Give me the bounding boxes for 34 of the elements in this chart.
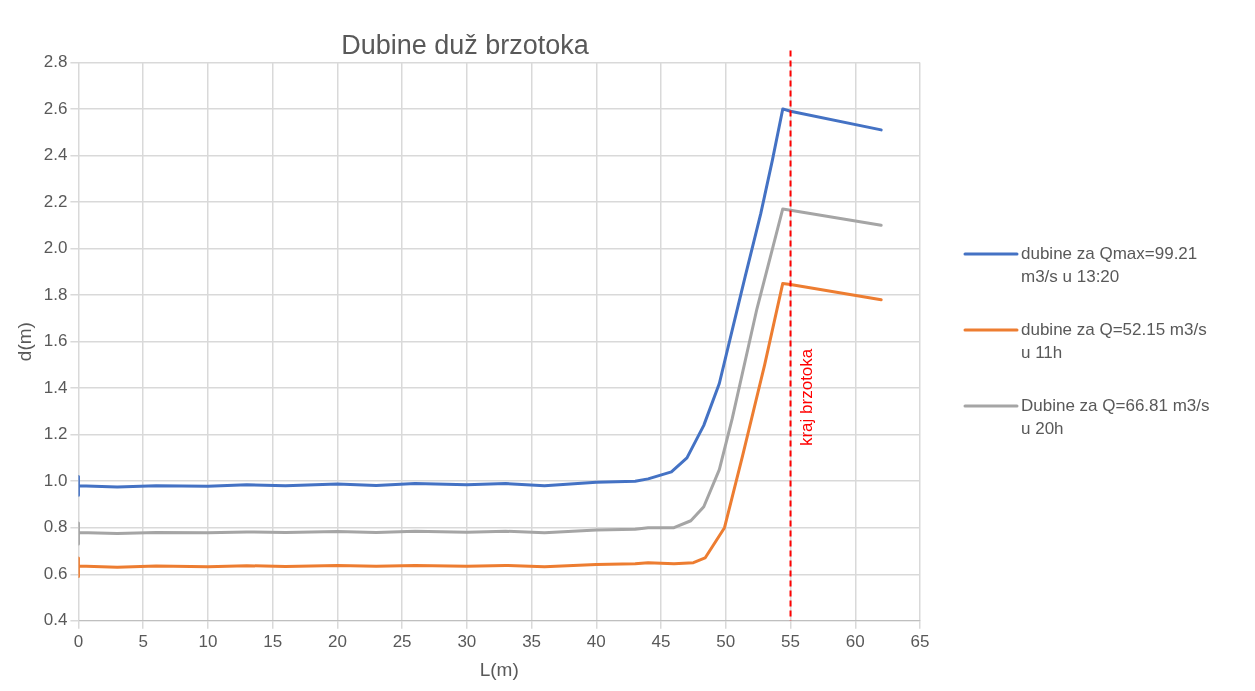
ref-line-label: kraj brzotoka: [796, 348, 816, 447]
x-tick-label: 0: [73, 631, 84, 651]
legend-label: Dubine za Q=66.81 m3/s u 20h: [1021, 395, 1210, 438]
x-tick-label: 35: [522, 631, 542, 651]
x-tick-label: 50: [716, 631, 736, 651]
y-tick-label: 1.0: [43, 470, 68, 490]
legend-label: dubine za Qmax=99.21 m3/s u 13:20: [1021, 243, 1198, 286]
legend-label: dubine za Q=52.15 m3/s u 11h: [1021, 319, 1207, 362]
y-axis-title: d(m): [13, 322, 35, 362]
x-tick-label: 65: [910, 631, 930, 651]
chart-title: Dubine duž brzotoka: [341, 29, 590, 60]
x-tick-label: 10: [198, 631, 218, 651]
x-tick-label: 60: [845, 631, 865, 651]
x-tick-label: 55: [781, 631, 800, 651]
y-tick-label: 2.4: [43, 145, 68, 165]
y-tick-label: 2.6: [43, 98, 68, 118]
x-axis-title: L(m): [479, 658, 519, 680]
y-tick-label: 1.8: [43, 284, 68, 304]
y-tick-label: 0.8: [43, 517, 68, 537]
x-tick-label: 30: [457, 631, 477, 651]
y-tick-label: 2.2: [43, 191, 68, 211]
y-tick-label: 1.4: [43, 377, 68, 397]
x-tick-label: 5: [138, 631, 148, 651]
x-tick-label: 40: [586, 631, 606, 651]
y-tick-label: 0.6: [43, 563, 68, 583]
x-tick-label: 25: [392, 631, 412, 651]
x-tick-label: 15: [263, 631, 283, 651]
y-tick-label: 1.6: [43, 331, 68, 351]
y-tick-label: 2.8: [43, 52, 68, 72]
y-tick-label: 1.2: [43, 424, 68, 444]
y-tick-label: 2.0: [43, 238, 68, 258]
x-tick-label: 20: [327, 631, 347, 651]
x-tick-label: 45: [651, 631, 671, 651]
y-tick-label: 0.4: [43, 610, 68, 630]
